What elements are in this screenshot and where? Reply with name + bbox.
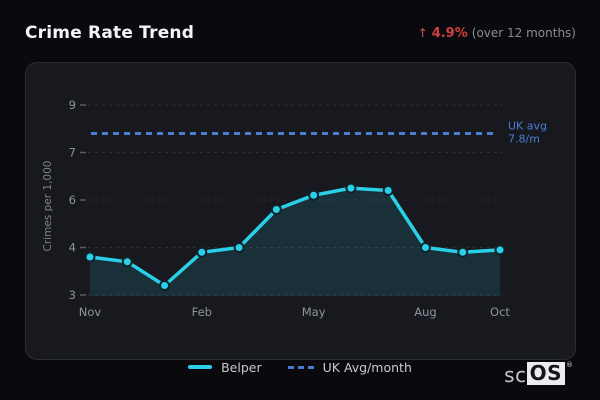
svg-text:4: 4: [69, 241, 76, 255]
svg-text:Nov: Nov: [79, 305, 102, 319]
registered-mark: ®: [566, 361, 573, 369]
svg-text:9: 9: [69, 98, 76, 112]
logo-suffix: OS: [526, 362, 565, 385]
svg-text:Feb: Feb: [192, 305, 212, 319]
svg-text:3: 3: [69, 288, 76, 302]
legend-item-uk-avg[interactable]: UK Avg/month: [287, 359, 412, 375]
trend-value: 4.9%: [431, 25, 468, 41]
solid-line-swatch-icon: [188, 365, 213, 369]
svg-text:Crimes per 1,000: Crimes per 1,000: [42, 161, 54, 252]
svg-text:UK avg: UK avg: [508, 120, 547, 133]
logo-prefix: sc: [504, 363, 527, 387]
chart-legend: Belper UK Avg/month: [0, 357, 600, 377]
chart-header: Crime Rate Trend ↑ 4.9% (over 12 months): [25, 22, 576, 44]
crime-trend-chart: 9 7 6 4 3 Crimes per 1,000 Nov Feb May Aug Oct UK a…: [42, 98, 547, 319]
legend-label: Belper: [221, 359, 262, 375]
svg-text:Aug: Aug: [414, 305, 436, 319]
legend-label: UK Avg/month: [322, 359, 412, 375]
svg-text:May: May: [302, 305, 326, 319]
trend-caption: (over 12 months): [471, 26, 576, 40]
dashed-line-swatch-icon: [287, 365, 314, 369]
chart-card: 9 7 6 4 3 Crimes per 1,000 Nov Feb May Aug Oct UK a…: [25, 62, 576, 360]
page-title: Crime Rate Trend: [25, 23, 195, 43]
svg-text:7.8/m: 7.8/m: [508, 133, 540, 146]
legend-item-belper[interactable]: Belper: [188, 360, 262, 375]
svg-text:Oct: Oct: [490, 305, 510, 319]
scos-logo: sc OS ®: [504, 362, 573, 385]
trend-up-arrow-icon: ↑: [417, 26, 428, 40]
trend-indicator: ↑ 4.9% (over 12 months): [418, 26, 576, 41]
svg-text:6: 6: [69, 193, 76, 207]
svg-text:7: 7: [69, 146, 76, 160]
